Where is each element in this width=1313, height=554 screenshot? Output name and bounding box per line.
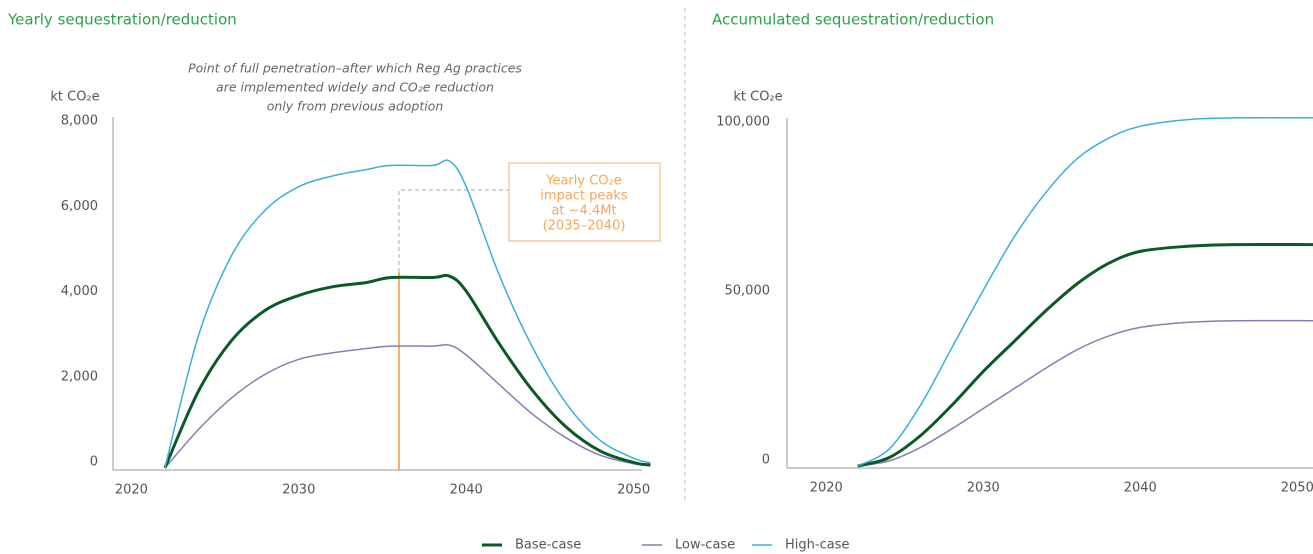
- x-tick-label: 2020: [115, 483, 148, 498]
- x-tick-label: 2040: [1124, 481, 1157, 496]
- annotation: Point of full penetration–after which Re…: [188, 61, 522, 76]
- series-line: [857, 117, 1313, 467]
- callout-text: Yearly CO₂e: [545, 174, 621, 189]
- x-tick-label: 2050: [617, 483, 650, 498]
- callout-text: impact peaks: [540, 189, 628, 204]
- x-tick-label: 2030: [282, 483, 315, 498]
- x-tick-label: 2040: [450, 483, 483, 498]
- chart-title: Yearly sequestration/reduction: [7, 11, 237, 29]
- series-line: [164, 343, 651, 469]
- y-tick-label: 0: [90, 455, 98, 470]
- series-line: [857, 319, 1313, 467]
- series-line: [164, 159, 651, 469]
- callout-box: [508, 162, 661, 242]
- y-tick-label: 100,000: [716, 115, 770, 130]
- y-tick-label: 6,000: [61, 199, 98, 214]
- y-tick-label: 4,000: [61, 284, 98, 299]
- series-line: [857, 242, 1313, 468]
- x-tick-label: 2050: [1281, 481, 1313, 496]
- legend-label: Low-case: [675, 538, 735, 553]
- y-tick-label: 50,000: [725, 284, 771, 299]
- callout-text: (2035–2040): [543, 219, 626, 234]
- annotation: only from previous adoption: [267, 99, 444, 114]
- y-tick-label: 2,000: [61, 369, 98, 384]
- y-axis-label: kt CO₂e: [50, 90, 99, 105]
- legend-label: High-case: [785, 538, 849, 553]
- callout-text: at ~4.4Mt: [551, 204, 616, 219]
- x-tick-label: 2030: [967, 481, 1000, 496]
- connector: [398, 189, 509, 272]
- annotation: are implemented widely and CO₂e reductio…: [216, 80, 494, 95]
- legend-label: Base-case: [515, 538, 581, 553]
- y-tick-label: 8,000: [61, 114, 98, 129]
- y-axis-label: kt CO₂e: [733, 90, 782, 105]
- series-line: [163, 273, 651, 469]
- chart-title: Accumulated sequestration/reduction: [712, 11, 994, 29]
- x-tick-label: 2020: [810, 481, 843, 496]
- y-tick-label: 0: [762, 453, 770, 468]
